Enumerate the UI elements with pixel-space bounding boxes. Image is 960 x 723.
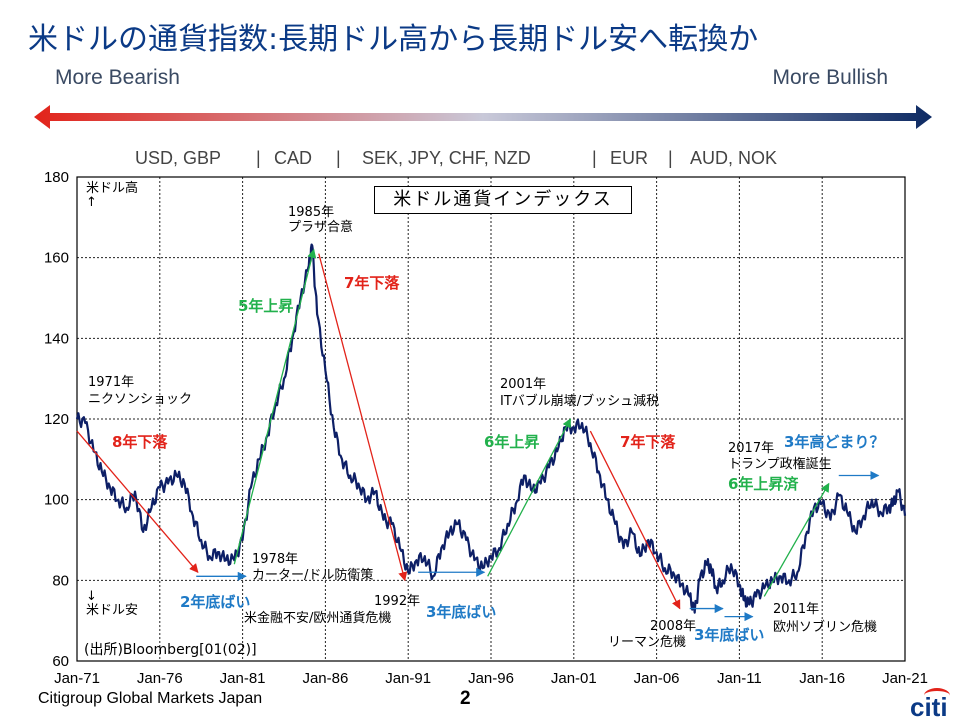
annotation-8: プラザ合意 <box>288 219 353 235</box>
y-tick-label: 160 <box>44 250 69 267</box>
y-tick-label: 140 <box>44 330 69 347</box>
group-cad: CAD <box>274 148 313 168</box>
series-line-dollar-index <box>75 243 907 614</box>
annotation-23: 3年底ばい <box>694 626 764 644</box>
annotation-1: ↑ <box>86 195 97 210</box>
annotation-3: 米ドル安 <box>86 603 138 618</box>
annotation-0: 米ドル高 <box>86 180 138 196</box>
group-aud-nok: AUD, NOK <box>690 148 778 168</box>
more-bullish-label: More Bullish <box>772 66 888 89</box>
group-sep-1: | <box>256 148 261 168</box>
annotation-22: リーマン危機 <box>608 635 686 650</box>
arrow-5yr-rise <box>233 248 317 565</box>
arrow-7yr-decline-1 <box>318 253 408 582</box>
annotation-25: 欧州ソブリン危機 <box>773 619 877 635</box>
annotation-2: ↓ <box>86 589 97 604</box>
x-tick-label: Jan-76 <box>137 670 183 687</box>
arrow-6yr-rise <box>487 418 572 577</box>
y-tick-label: 180 <box>44 169 69 186</box>
arrow-6yr-rise-done <box>763 482 830 597</box>
annotation-27: トランプ政権誕生 <box>728 456 832 472</box>
chart-title-box: 米ドル通貨インデックス <box>374 186 632 214</box>
annotation-12: カーター/ドル防衛策 <box>252 567 373 583</box>
x-tick-label: Jan-11 <box>717 670 762 687</box>
annotation-26: 2017年 <box>728 441 774 456</box>
citi-logo: citi <box>910 688 950 723</box>
x-tick-label: Jan-91 <box>385 670 431 687</box>
group-sek-jpy-chf-nzd: SEK, JPY, CHF, NZD <box>362 148 531 168</box>
currency-groups: USD, GBP | CAD | SEK, JPY, CHF, NZD | EU… <box>0 148 960 172</box>
annotation-20: 7年下落 <box>620 433 676 451</box>
y-tick-label: 80 <box>52 572 69 589</box>
annotation-24: 2011年 <box>773 602 819 617</box>
x-tick-label: Jan-21 <box>882 670 928 687</box>
group-eur: EUR <box>610 148 649 168</box>
annotation-17: 2001年 <box>500 377 546 392</box>
annotation-15: 1992年 <box>374 594 420 609</box>
annotation-29: 6年上昇済 <box>728 475 799 493</box>
y-tick-label: 60 <box>52 653 69 670</box>
y-tick-label: 120 <box>44 411 69 428</box>
page-number: 2 <box>460 688 471 709</box>
annotation-19: 6年上昇 <box>484 433 539 451</box>
y-tick-label: 100 <box>44 492 69 509</box>
sentiment-arrow <box>34 105 932 129</box>
group-usd-gbp: USD, GBP <box>135 148 222 168</box>
page-title: 米ドルの通貨指数:長期ドル高から長期ドル安へ転換か <box>28 22 759 57</box>
annotation-16: 3年底ばい <box>426 603 496 621</box>
annotation-5: ニクソンショック <box>88 392 192 407</box>
annotation-28: 3年高どまり？ <box>784 433 884 451</box>
group-sep-3: | <box>592 148 597 168</box>
group-sep-4: | <box>668 148 673 168</box>
x-tick-label: Jan-81 <box>220 670 266 687</box>
arrow-8yr-decline <box>76 430 199 573</box>
annotation-11: 1978年 <box>252 552 298 567</box>
annotation-18: ITバブル崩壊/ブッシュ減税 <box>500 393 659 409</box>
annotation-14: 米金融不安/欧州通貨危機 <box>244 610 391 626</box>
arrow-7yr-decline-2 <box>589 430 681 610</box>
x-tick-label: Jan-96 <box>468 670 514 687</box>
annotation-13: 2年底ばい <box>180 593 250 611</box>
group-sep-2: | <box>336 148 341 168</box>
more-bearish-label: More Bearish <box>55 66 180 89</box>
x-tick-label: Jan-06 <box>634 670 680 687</box>
annotation-30: (出所)Bloomberg[01(02)] <box>84 642 257 658</box>
x-tick-label: Jan-86 <box>302 670 348 687</box>
annotation-4: 1971年 <box>88 375 134 390</box>
annotation-9: 5年上昇 <box>238 297 293 315</box>
annotation-10: 7年下落 <box>344 274 400 292</box>
annotation-7: 1985年 <box>288 205 334 220</box>
footer-company: Citigroup Global Markets Japan <box>38 690 263 707</box>
x-tick-label: Jan-71 <box>54 670 100 687</box>
x-tick-label: Jan-16 <box>799 670 845 687</box>
annotation-21: 2008年 <box>650 619 696 634</box>
annotation-6: 8年下落 <box>112 433 168 451</box>
x-tick-label: Jan-01 <box>551 670 597 687</box>
